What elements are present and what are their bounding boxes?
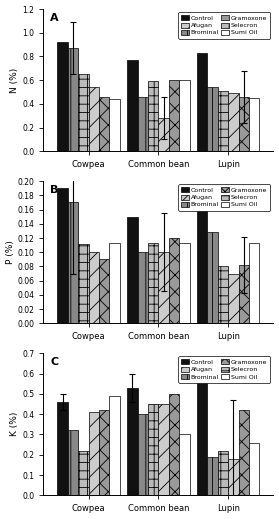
Bar: [148, 81, 158, 151]
Bar: [109, 243, 120, 323]
Bar: [158, 118, 169, 151]
Bar: [207, 233, 218, 323]
Bar: [89, 87, 99, 151]
Bar: [249, 243, 259, 323]
Bar: [197, 53, 207, 151]
Y-axis label: N (%): N (%): [10, 67, 20, 93]
Bar: [138, 97, 148, 151]
Bar: [99, 410, 109, 496]
Bar: [179, 434, 190, 496]
Bar: [78, 74, 89, 151]
Text: B: B: [50, 185, 59, 195]
Bar: [239, 410, 249, 496]
Legend: Control, Afugan, Brominal, Gramoxone, Selecron, Sumi Oil: Control, Afugan, Brominal, Gramoxone, Se…: [178, 12, 270, 38]
Bar: [138, 252, 148, 323]
Text: C: C: [50, 358, 58, 367]
Bar: [127, 217, 138, 323]
Bar: [228, 93, 239, 151]
Bar: [239, 265, 249, 323]
Bar: [68, 430, 78, 496]
Bar: [78, 450, 89, 496]
Bar: [57, 188, 68, 323]
Bar: [99, 260, 109, 323]
Bar: [57, 402, 68, 496]
Y-axis label: P (%): P (%): [6, 240, 15, 264]
Bar: [148, 404, 158, 496]
Bar: [239, 97, 249, 151]
Bar: [127, 388, 138, 496]
Bar: [138, 414, 148, 496]
Bar: [109, 396, 120, 496]
Bar: [249, 98, 259, 151]
Bar: [158, 252, 169, 323]
Bar: [218, 266, 228, 323]
Bar: [207, 457, 218, 496]
Bar: [158, 404, 169, 496]
Bar: [179, 243, 190, 323]
Bar: [169, 394, 179, 496]
Bar: [228, 459, 239, 496]
Bar: [109, 99, 120, 151]
Legend: Control, Afugan, Brominal, Gramoxone, Selecron, Sumi Oil: Control, Afugan, Brominal, Gramoxone, Se…: [178, 184, 270, 211]
Bar: [89, 412, 99, 496]
Bar: [218, 450, 228, 496]
Bar: [228, 274, 239, 323]
Bar: [78, 244, 89, 323]
Bar: [99, 97, 109, 151]
Bar: [57, 42, 68, 151]
Bar: [218, 91, 228, 151]
Bar: [197, 210, 207, 323]
Text: A: A: [50, 13, 59, 23]
Y-axis label: K (%): K (%): [10, 412, 20, 436]
Bar: [169, 80, 179, 151]
Bar: [148, 243, 158, 323]
Bar: [197, 381, 207, 496]
Bar: [179, 80, 190, 151]
Bar: [68, 202, 78, 323]
Legend: Control, Afugan, Brominal, Gramoxone, Selecron, Sumi Oil: Control, Afugan, Brominal, Gramoxone, Se…: [178, 357, 270, 383]
Bar: [249, 443, 259, 496]
Bar: [169, 238, 179, 323]
Bar: [89, 252, 99, 323]
Bar: [127, 60, 138, 151]
Bar: [68, 48, 78, 151]
Bar: [207, 87, 218, 151]
